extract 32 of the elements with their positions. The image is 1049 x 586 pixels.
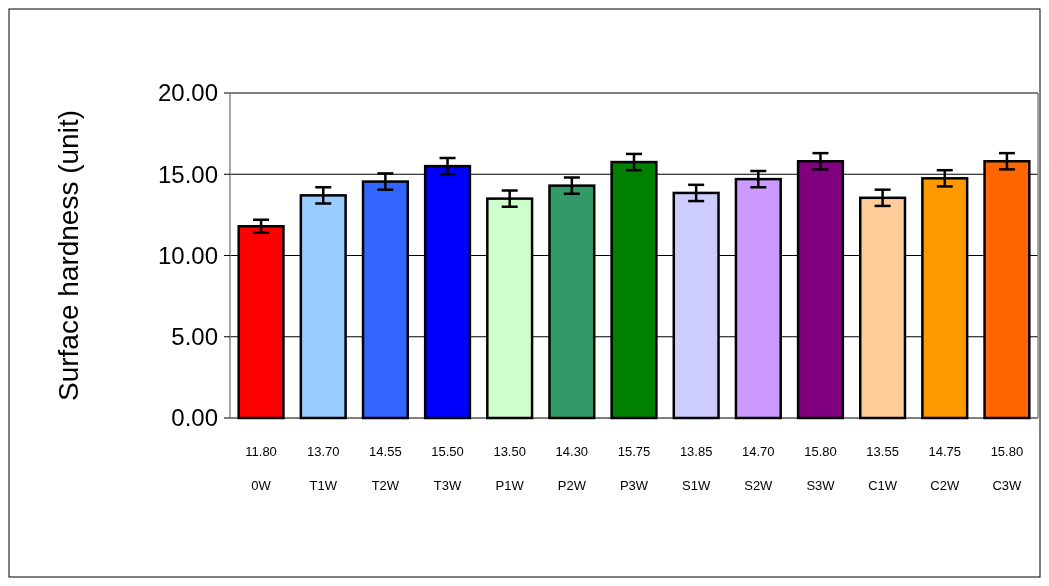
x-tick-label: T2W [371,478,400,493]
y-tick-label: 10.00 [157,241,218,269]
x-tick-label: S1W [682,478,711,493]
data-label: 14.75 [928,444,962,459]
x-tick-label: T3W [433,478,462,493]
data-label: 15.80 [990,444,1024,459]
y-tick-label: 0.00 [171,404,218,432]
data-label: 13.50 [493,444,526,459]
x-tick-label: S2W [744,478,774,493]
data-label: 13.55 [866,444,899,459]
x-tick-label: C2W [930,478,960,493]
x-tick-label: P3W [619,478,649,493]
data-label: 13.85 [679,444,713,459]
data-label: 14.70 [742,444,775,459]
y-tick-label: 5.00 [171,323,218,351]
y-tick-label: 20.00 [157,79,218,107]
data-label: 15.80 [804,444,837,459]
x-tick-label: C3W [992,478,1023,493]
data-label: 13.70 [306,444,340,459]
data-label: 11.80 [245,444,277,459]
x-tick-label: P2W [557,478,587,493]
data-label: 14.30 [555,444,589,459]
x-tick-label: S3W [806,478,836,493]
data-label: 15.75 [617,444,651,459]
x-tick-label: C1W [868,478,898,493]
data-label: 14.55 [369,444,402,459]
y-tick-label: 15.00 [157,160,218,188]
data-label: 15.50 [431,444,464,459]
x-tick-label: 0W [251,478,272,493]
x-tick-label: T1W [309,478,338,493]
y-axis-title: Surface hardness (unit) [53,109,84,402]
x-tick-label: P1W [495,478,525,493]
